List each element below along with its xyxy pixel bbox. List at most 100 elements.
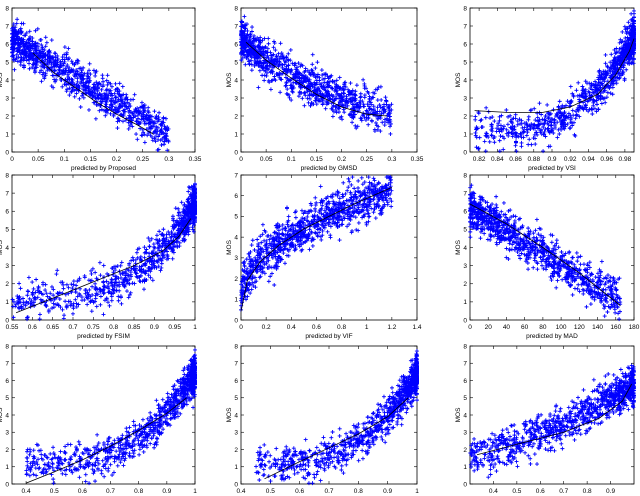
data-point — [39, 79, 44, 84]
data-point — [250, 238, 255, 243]
data-point — [290, 61, 295, 66]
data-point — [52, 69, 57, 74]
data-point — [94, 102, 99, 107]
data-point — [353, 89, 358, 94]
data-point — [249, 243, 254, 248]
data-point — [286, 214, 291, 219]
data-point — [69, 89, 74, 94]
data-point — [513, 112, 518, 117]
y-tick-label: 7 — [463, 23, 467, 30]
data-point — [489, 133, 494, 138]
y-axis-label: MOS — [455, 72, 462, 87]
data-point — [77, 66, 82, 71]
data-point — [58, 59, 63, 64]
x-tick-label: 0.65 — [46, 324, 59, 331]
data-point — [126, 126, 131, 131]
data-point — [130, 124, 135, 129]
data-point — [138, 126, 143, 131]
data-point — [373, 216, 378, 221]
data-point — [77, 96, 82, 101]
data-point — [66, 46, 71, 51]
data-point — [118, 98, 123, 103]
data-point — [93, 116, 98, 121]
data-point — [116, 91, 121, 96]
data-point — [305, 96, 310, 101]
scatter-points — [10, 17, 171, 153]
data-point — [10, 53, 15, 58]
y-tick-label: 7 — [5, 190, 9, 197]
data-point — [30, 39, 35, 44]
data-point — [43, 57, 48, 62]
data-point — [113, 81, 118, 86]
data-point — [86, 88, 91, 93]
data-point — [125, 106, 130, 111]
x-tick-label: 0.9 — [547, 156, 556, 163]
data-point — [375, 105, 380, 110]
x-tick-label: 0.2 — [337, 156, 346, 163]
data-point — [176, 206, 181, 211]
data-point — [614, 81, 619, 86]
data-point — [290, 90, 295, 95]
data-point — [252, 247, 257, 252]
data-point — [603, 100, 608, 105]
data-point — [93, 270, 98, 275]
data-point — [34, 47, 39, 52]
data-point — [492, 119, 497, 124]
data-point — [140, 133, 145, 138]
data-point — [337, 75, 342, 80]
data-point — [249, 68, 254, 73]
data-point — [557, 99, 562, 104]
data-point — [362, 180, 367, 185]
x-tick-label: 0.15 — [310, 156, 323, 163]
x-tick-label: 0.84 — [491, 156, 504, 163]
y-axis-label: MOS — [0, 239, 4, 254]
data-point — [526, 117, 531, 122]
data-point — [524, 133, 529, 138]
data-point — [366, 122, 371, 127]
data-point — [380, 120, 385, 125]
x-tick-label: 0.6 — [312, 324, 321, 331]
x-axis-label: predicted by Proposed — [71, 165, 136, 172]
data-point — [362, 93, 367, 98]
data-point — [624, 67, 629, 72]
data-point — [356, 220, 361, 225]
data-point — [135, 106, 140, 111]
data-point — [353, 189, 358, 194]
data-point — [494, 129, 499, 134]
data-point — [30, 280, 35, 285]
data-point — [115, 107, 120, 112]
y-tick-label: 1 — [234, 297, 238, 304]
x-tick-label: 0.1 — [60, 156, 69, 163]
data-point — [323, 106, 328, 111]
data-point — [73, 70, 78, 75]
data-point — [350, 120, 355, 125]
data-point — [101, 79, 106, 84]
x-tick-label: 1 — [193, 324, 197, 331]
data-point — [28, 34, 33, 39]
data-point — [325, 229, 330, 234]
scatter-points — [473, 8, 636, 154]
data-point — [152, 263, 157, 268]
data-point — [76, 58, 81, 63]
data-point — [543, 127, 548, 132]
data-point — [35, 295, 40, 300]
data-point — [157, 110, 162, 115]
data-point — [362, 81, 367, 86]
data-point — [122, 109, 127, 114]
x-tick-label: 0 — [239, 156, 243, 163]
data-point — [17, 281, 22, 286]
data-point — [109, 298, 114, 303]
data-point — [356, 228, 361, 233]
data-point — [89, 87, 94, 92]
data-point — [362, 104, 367, 109]
data-point — [379, 97, 384, 102]
y-tick-label: 5 — [234, 214, 238, 221]
data-point — [262, 271, 267, 276]
data-point — [150, 278, 155, 283]
plot-4: 0.55 0.6 0.65 0.7 0.75 0.8 0.85 0.9 0.95 10123456… — [0, 172, 197, 340]
data-point — [60, 307, 65, 312]
data-point — [565, 99, 570, 104]
data-point — [545, 102, 550, 107]
data-point — [33, 28, 38, 33]
